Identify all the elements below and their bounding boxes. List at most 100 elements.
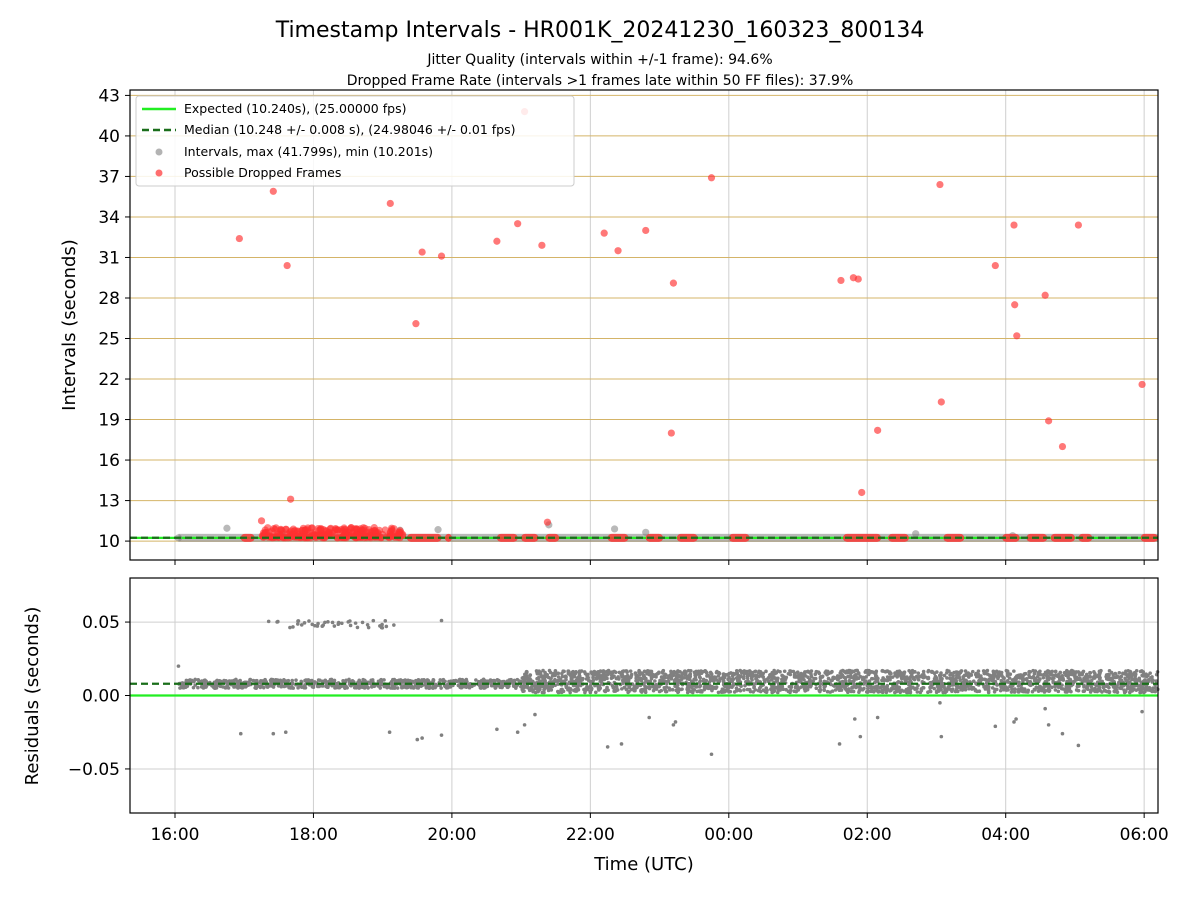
residual-outlier	[238, 731, 243, 736]
residual-point	[782, 669, 787, 674]
residual-point	[213, 683, 218, 687]
residual-point	[236, 684, 241, 688]
residual-point	[196, 685, 200, 690]
residual-point	[410, 685, 415, 690]
residual-point	[946, 685, 950, 690]
residual-point	[726, 685, 731, 689]
residual-point	[633, 687, 637, 691]
residual-point	[857, 688, 862, 693]
residual-point	[1088, 670, 1093, 675]
residual-point	[856, 676, 861, 681]
residual-point	[930, 669, 934, 674]
residual-point	[310, 622, 315, 627]
residual-outlier	[1140, 709, 1144, 714]
residual-point	[1036, 672, 1040, 676]
residual-point	[997, 670, 1002, 674]
residual-point	[182, 685, 187, 690]
dropped-frame-point	[269, 187, 277, 195]
residual-point	[880, 668, 885, 673]
residual-point	[688, 672, 693, 676]
residual-point	[644, 676, 648, 681]
residual-point	[727, 671, 731, 676]
residual-point	[850, 670, 854, 674]
residual-point	[1066, 673, 1071, 678]
residual-point	[835, 674, 840, 678]
residual-point	[1111, 684, 1116, 689]
residual-point	[282, 684, 287, 689]
residual-point	[310, 678, 314, 683]
residual-point	[408, 679, 412, 683]
residual-point	[1088, 690, 1093, 694]
residual-point	[1128, 687, 1133, 692]
residual-point	[1045, 688, 1050, 693]
residual-point	[682, 675, 687, 680]
legend: Expected (10.240s), (25.00000 fps) Media…	[135, 95, 575, 187]
residual-point	[942, 673, 947, 678]
residual-point	[332, 678, 337, 683]
residual-point	[1017, 683, 1021, 688]
residual-point	[781, 687, 785, 692]
residual-point	[1093, 689, 1097, 694]
residual-point	[455, 679, 459, 684]
top-y-axis-label: Intervals (seconds)	[59, 239, 80, 411]
residual-point	[985, 672, 990, 676]
residual-point	[358, 681, 362, 686]
residual-point	[761, 688, 766, 692]
residual-point	[734, 668, 739, 673]
residual-point	[395, 686, 400, 690]
residual-point	[637, 670, 641, 675]
residual-point	[620, 687, 624, 691]
residual-point	[845, 687, 850, 692]
residual-point	[377, 684, 382, 689]
residual-point	[528, 673, 532, 678]
residual-point	[362, 686, 367, 690]
residual-point	[280, 682, 284, 686]
residual-point	[542, 690, 546, 695]
residual-point	[559, 688, 564, 693]
residual-point	[919, 687, 924, 691]
residual-point	[909, 673, 914, 678]
residual-point	[1117, 670, 1122, 675]
top-x-ticks	[174, 560, 1145, 565]
residual-point	[653, 679, 657, 683]
residual-point	[812, 676, 816, 681]
residual-point	[366, 625, 371, 630]
residual-point	[661, 671, 665, 675]
residual-point	[1139, 669, 1144, 673]
residual-point	[235, 681, 240, 685]
residual-point	[1039, 687, 1043, 691]
residual-point	[541, 684, 545, 688]
residual-point	[351, 679, 355, 684]
residual-point	[541, 668, 545, 673]
top-y-ticks: 10 13 16 19 22 25 28 31 34 37 40 43	[98, 86, 130, 552]
legend-median-label: Median (10.248 +/- 0.008 s), (24.98046 +…	[184, 122, 515, 137]
residual-point	[1016, 675, 1021, 680]
dropped-frame-point	[1074, 221, 1082, 229]
residual-point	[1042, 690, 1047, 694]
residual-point	[657, 689, 662, 694]
residual-point	[302, 621, 307, 625]
dropped-frame-point	[874, 426, 882, 434]
residual-point	[318, 678, 322, 683]
residual-point	[761, 675, 765, 679]
residual-point	[828, 690, 833, 694]
residual-point	[1037, 684, 1042, 689]
residual-point	[1098, 671, 1102, 676]
residual-point	[654, 675, 658, 679]
residual-point	[788, 690, 792, 695]
interval-point	[223, 524, 231, 532]
residual-point	[619, 672, 624, 677]
residual-point	[525, 676, 529, 681]
residual-point	[963, 678, 968, 682]
residual-outlier	[993, 724, 998, 729]
residual-outlier	[709, 752, 714, 757]
residual-point	[572, 688, 576, 693]
residual-point	[1144, 684, 1149, 689]
residual-point	[742, 669, 747, 673]
residual-point	[926, 668, 931, 673]
dropped-frame-point	[642, 226, 650, 235]
residual-point	[553, 670, 558, 675]
residual-point	[500, 685, 504, 690]
residual-point	[537, 679, 542, 683]
x-tick-label: 06:00	[1120, 825, 1169, 845]
